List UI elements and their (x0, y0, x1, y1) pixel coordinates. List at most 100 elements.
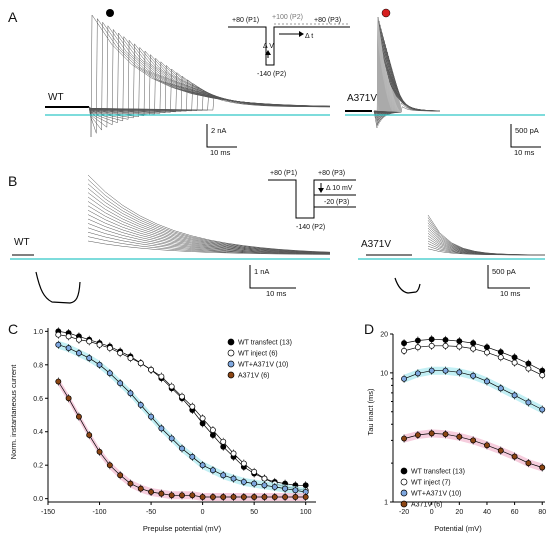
scale-mut-a-x: 10 ms (514, 148, 535, 157)
chart-c-ylabel: Norm. instantaneous current (9, 364, 18, 460)
x-tick-label: -100 (93, 509, 107, 516)
wt-label-a: WT (48, 92, 64, 103)
data-point (240, 494, 247, 500)
data-point (428, 430, 435, 437)
data-point (401, 340, 408, 347)
scale-mut-b-x: 10 ms (500, 289, 521, 298)
scale-wt-b-x: 10 ms (266, 289, 287, 298)
data-point (55, 378, 62, 385)
data-point (282, 494, 289, 500)
legend-entry: A371V (6) (411, 502, 443, 509)
y-tick-label: 0.8 (33, 362, 43, 369)
x-tick-label: 0 (201, 509, 205, 516)
legend-entry: WT inject (6) (238, 351, 278, 358)
protocol-a-p2bottom: -140 (P2) (257, 71, 286, 78)
data-point (525, 365, 532, 372)
data-point (127, 355, 134, 362)
data-point (428, 367, 435, 374)
protocol-b-p1: +80 (P1) (270, 170, 297, 177)
data-point (484, 378, 490, 385)
series-line (58, 334, 306, 491)
panel-a-letter: A (8, 9, 18, 25)
wt-inset-trace-b (35, 271, 81, 304)
x-tick-label: -50 (146, 509, 156, 516)
y-tick-label: 0.4 (33, 429, 43, 436)
y-tick-label: 20 (380, 332, 388, 339)
wt-trace-b (87, 214, 331, 254)
data-point (442, 336, 449, 343)
data-point (209, 494, 216, 500)
data-point (189, 403, 196, 410)
wt-current-traces-a (45, 14, 331, 138)
data-point (96, 448, 103, 455)
data-point (220, 438, 227, 445)
data-point (117, 380, 124, 387)
data-point (179, 445, 185, 452)
data-point (240, 460, 247, 467)
y-tick-label: 1.0 (33, 329, 43, 336)
data-point (199, 415, 206, 422)
wt-trace-b (87, 209, 331, 254)
x-tick-label: 100 (300, 509, 312, 516)
mut-label-b: A371V (361, 239, 391, 250)
data-point (75, 413, 82, 420)
legend-marker (400, 478, 408, 486)
legend-entry: WT+A371V (10) (238, 362, 288, 369)
data-point (470, 372, 477, 379)
data-point (106, 370, 113, 377)
data-point (220, 494, 227, 500)
data-point (511, 453, 518, 460)
data-point (75, 350, 82, 357)
data-point (96, 361, 103, 368)
mut-trace-a (373, 90, 441, 113)
legend-marker (400, 467, 408, 475)
data-point (127, 480, 134, 487)
data-point (271, 494, 278, 500)
data-point (55, 331, 62, 338)
scale-bar-wt-b: 1 nA 10 ms (249, 265, 296, 298)
data-point (199, 462, 206, 469)
protocol-a-dt: Δ t (305, 33, 313, 40)
protocol-a-p1: +80 (P1) (232, 17, 259, 24)
data-point (148, 366, 155, 373)
data-point (168, 492, 175, 499)
data-point (497, 447, 504, 454)
wt-trace-b (87, 218, 331, 254)
protocol-b-p2: -140 (P2) (296, 224, 325, 231)
data-point (261, 482, 268, 489)
protocol-diagram-b: +80 (P1) +80 (P3) Δ 10 mV -20 (P3) -140 … (268, 170, 356, 231)
wt-trace-b (87, 188, 331, 253)
data-point (401, 435, 408, 442)
wt-trace-a (88, 35, 331, 122)
y-tick-label: 10 (380, 370, 388, 377)
data-point (484, 442, 490, 449)
mut-inset-trace-b (394, 277, 421, 294)
protocol-a-p3: +80 (P3) (314, 17, 341, 24)
data-point (401, 375, 408, 382)
x-tick-label: -150 (41, 509, 55, 516)
legend-marker (400, 500, 408, 508)
data-point (127, 390, 134, 397)
data-point (470, 437, 477, 444)
protocol-b-p3: +80 (P3) (318, 170, 345, 177)
data-point (86, 338, 93, 345)
legend-marker (227, 360, 235, 368)
protocol-a-dv: Δ V (263, 43, 274, 50)
scale-bar-mut-a: 500 pA 10 ms (510, 124, 541, 157)
mut-trace-b (427, 227, 545, 256)
data-point (179, 393, 185, 400)
scale-wt-a-x: 10 ms (210, 148, 231, 157)
data-point (148, 413, 155, 420)
data-point (137, 360, 144, 367)
data-point (414, 344, 421, 351)
data-point (158, 490, 165, 497)
data-point (209, 427, 216, 434)
wt-trace-a (88, 17, 331, 134)
data-point (497, 385, 504, 392)
y-tick-label: 1 (384, 500, 388, 507)
data-point (539, 464, 546, 471)
data-point (137, 402, 144, 408)
y-tick-label: 0.0 (33, 496, 43, 503)
legend-marker (227, 349, 235, 357)
